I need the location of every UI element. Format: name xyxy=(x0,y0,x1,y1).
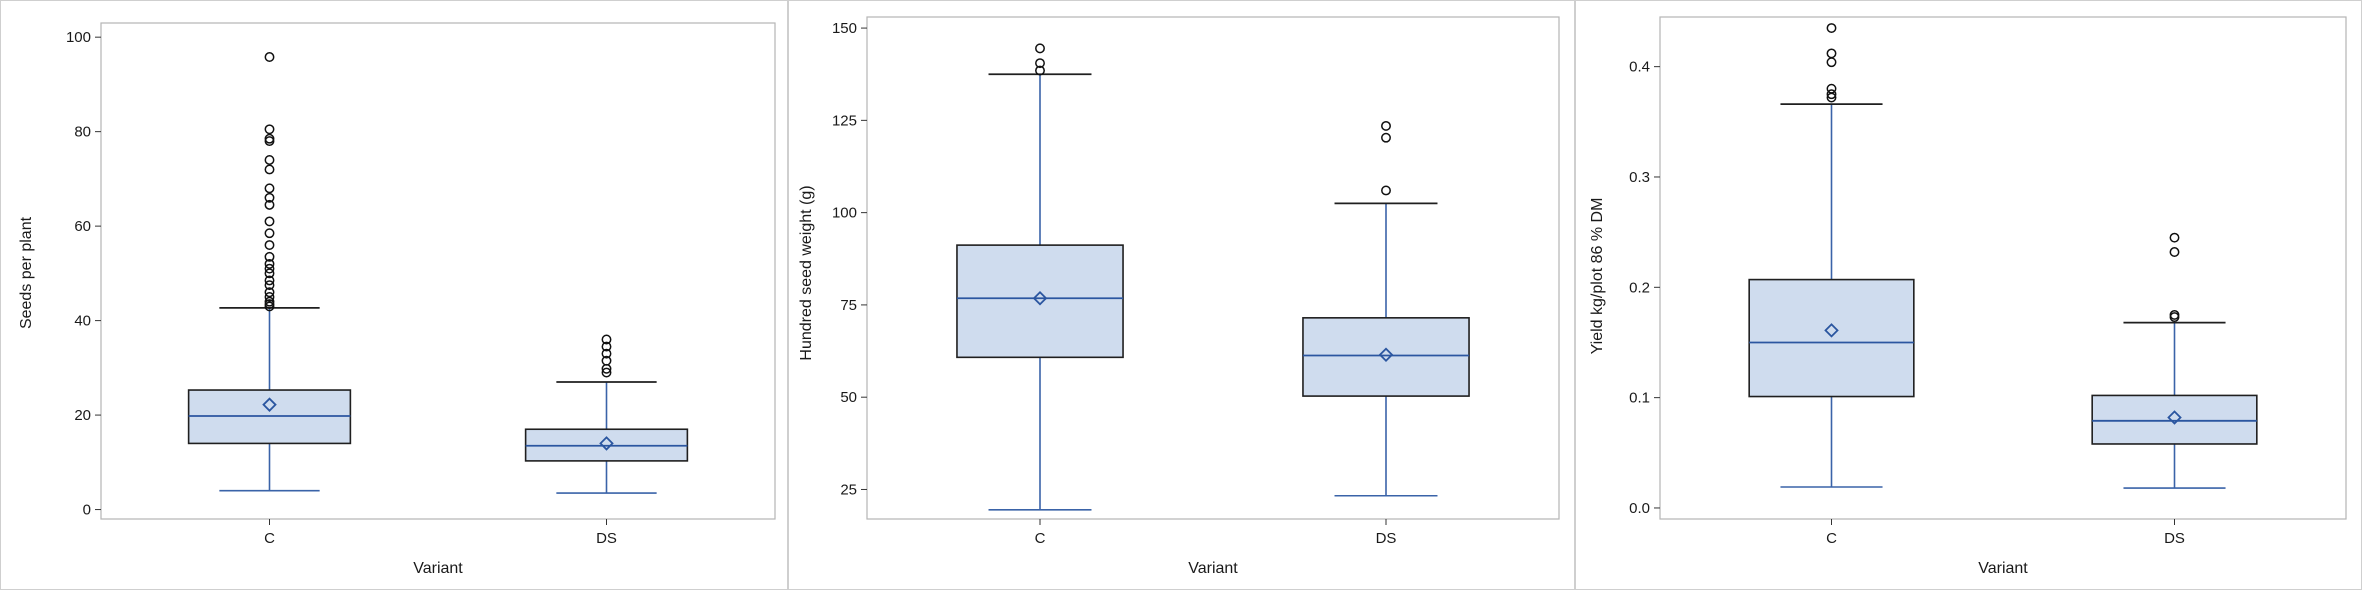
chart-seeds-per-plant: Seeds per plant Variant 0 20 40 60 80 100 C DS xyxy=(18,22,776,577)
x-tick-label: DS xyxy=(2164,530,2185,547)
outlier-point xyxy=(264,216,275,227)
outlier-point xyxy=(601,341,612,352)
outlier-point xyxy=(1381,132,1391,143)
y-tick-label: 60 xyxy=(74,218,91,235)
outlier-point xyxy=(264,263,275,274)
mean-marker xyxy=(1032,290,1048,306)
outlier-point xyxy=(1381,185,1391,196)
mean-marker xyxy=(1824,323,1839,338)
box-DS xyxy=(1302,120,1470,497)
x-axis-label: Variant xyxy=(413,560,463,577)
outlier-point xyxy=(601,348,612,359)
y-axis-label: Yield kg/plot 86 % DM xyxy=(1589,198,1606,355)
outlier-point xyxy=(1035,65,1045,76)
mean-marker xyxy=(262,397,277,412)
outlier-point xyxy=(264,155,275,165)
chart-hundred-seed-weight: Hundred seed weight (g) Variant 25 50 75 10… xyxy=(798,16,1560,577)
outlier-point xyxy=(1826,57,1837,68)
outlier-point xyxy=(264,292,275,302)
chart-panel-seeds-per-plant: Seeds per plant Variant 0 20 40 60 80 100 C DS xyxy=(0,0,788,590)
mean-marker xyxy=(1378,347,1394,363)
x-tick-label: C xyxy=(1826,530,1837,547)
x-tick-label: DS xyxy=(596,530,617,547)
box-body xyxy=(956,244,1124,359)
outlier-point xyxy=(264,287,275,298)
outlier-point xyxy=(1826,23,1837,33)
y-tick-label: 40 xyxy=(74,313,91,330)
chart-panel-hundred-seed-weight: Hundred seed weight (g) Variant 25 50 75 10… xyxy=(788,0,1575,590)
outlier-point xyxy=(1035,43,1045,54)
outlier-point xyxy=(264,52,275,62)
outlier-point xyxy=(264,251,275,262)
plot-frame xyxy=(100,22,776,520)
y-axis-label: Seeds per plant xyxy=(18,216,35,329)
y-tick-label: 0 xyxy=(83,502,91,519)
box-body xyxy=(2091,394,2258,445)
plot-frame xyxy=(866,16,1560,520)
box-body xyxy=(1302,317,1470,397)
outlier-point xyxy=(2169,247,2180,257)
box-DS xyxy=(524,334,689,494)
x-tick-label: C xyxy=(1035,530,1046,547)
plot-frame xyxy=(1659,16,2347,520)
outlier-point xyxy=(264,228,275,239)
outlier-point xyxy=(264,133,275,144)
y-tick-label: 80 xyxy=(74,124,91,141)
outlier-point xyxy=(1381,120,1391,131)
outlier-point xyxy=(1826,48,1837,59)
outlier-point xyxy=(264,183,275,194)
box-body xyxy=(1748,278,1915,398)
outlier-point xyxy=(1035,58,1045,69)
y-tick-label: 100 xyxy=(832,205,857,222)
outlier-point xyxy=(264,164,275,175)
y-tick-label: 25 xyxy=(840,481,857,498)
outlier-point xyxy=(601,334,612,345)
mean-marker xyxy=(2167,410,2182,425)
box-DS xyxy=(2091,232,2258,489)
y-tick-label: 50 xyxy=(840,389,857,406)
outlier-point xyxy=(264,124,275,135)
x-tick-label: DS xyxy=(1376,530,1397,547)
y-tick-label: 0.0 xyxy=(1629,500,1650,517)
outlier-point xyxy=(601,355,612,366)
y-tick-label: 0.2 xyxy=(1629,279,1650,296)
box-C xyxy=(1748,23,1915,488)
outlier-point xyxy=(264,296,275,307)
outlier-point xyxy=(264,199,275,210)
outlier-point xyxy=(264,258,275,269)
outlier-point xyxy=(601,367,612,378)
y-tick-label: 20 xyxy=(74,407,91,424)
box-C xyxy=(187,52,352,492)
outlier-point xyxy=(264,268,275,279)
y-tick-label: 75 xyxy=(840,297,857,314)
chart-yield: Yield kg/plot 86 % DM Variant 0.0 0.1 0.2 0… xyxy=(1589,16,2347,577)
chart-panel-yield: Yield kg/plot 86 % DM Variant 0.0 0.1 0.2 0… xyxy=(1575,0,2362,590)
outlier-point xyxy=(264,240,275,250)
box-C xyxy=(956,43,1124,511)
outlier-point xyxy=(264,192,275,203)
outlier-point xyxy=(264,280,275,291)
x-axis-label: Variant xyxy=(1978,560,2028,577)
outlier-point xyxy=(264,275,275,286)
x-tick-label: C xyxy=(264,530,275,547)
y-tick-label: 150 xyxy=(832,20,857,37)
y-tick-label: 0.1 xyxy=(1629,390,1650,407)
y-tick-label: 0.3 xyxy=(1629,169,1650,186)
outlier-point xyxy=(1826,83,1837,94)
x-axis-label: Variant xyxy=(1188,560,1238,577)
outlier-point xyxy=(1826,89,1837,100)
outlier-point xyxy=(2169,309,2180,320)
mean-marker xyxy=(599,436,614,451)
y-tick-label: 100 xyxy=(66,29,91,46)
y-axis-label: Hundred seed weight (g) xyxy=(798,185,815,360)
y-tick-label: 0.4 xyxy=(1629,59,1650,76)
outlier-point xyxy=(2169,232,2180,243)
y-tick-label: 125 xyxy=(832,112,857,129)
